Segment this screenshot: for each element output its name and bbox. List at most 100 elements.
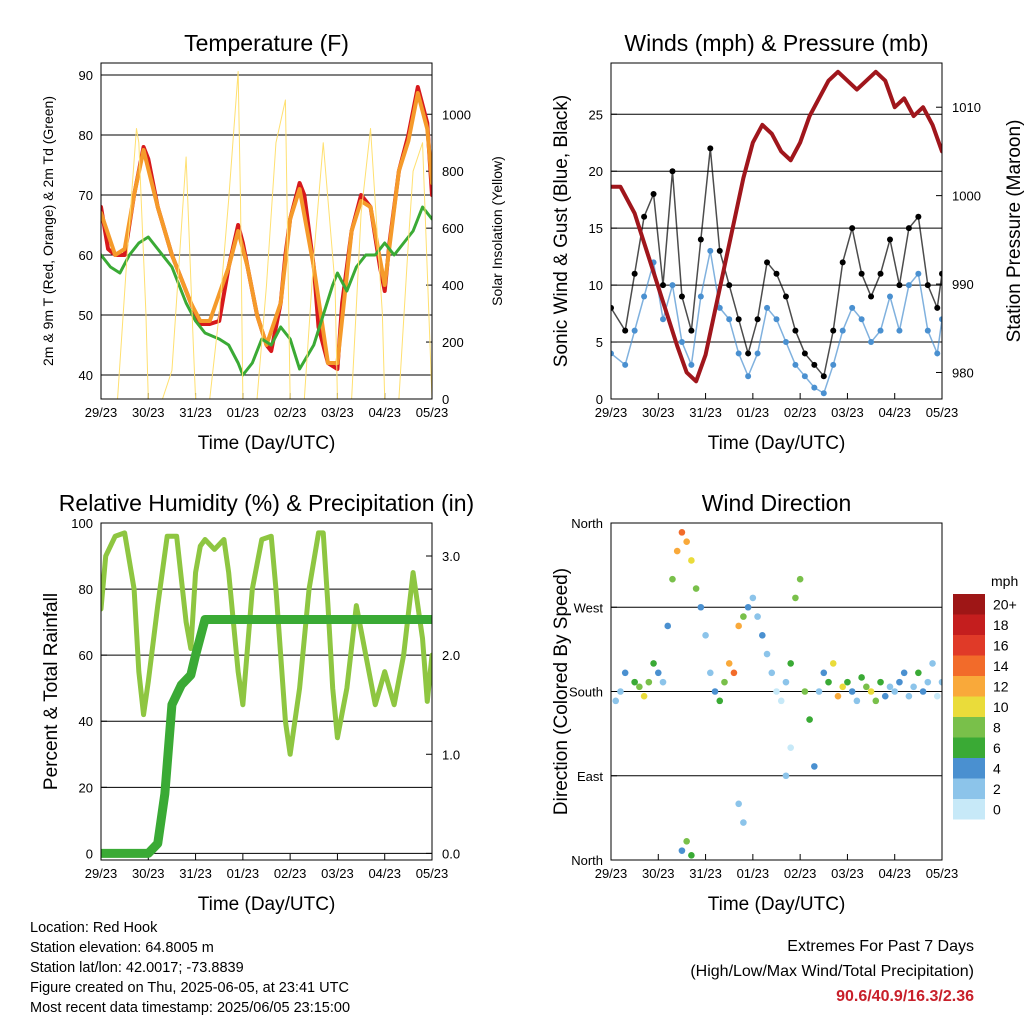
colorbar-cell <box>953 614 985 635</box>
y-tick-label: 70 <box>79 188 93 203</box>
y2-tick-label: 3.0 <box>442 549 460 564</box>
plot-frame <box>610 62 943 400</box>
y2-tick-label: 400 <box>442 278 464 293</box>
direction-point <box>777 697 785 705</box>
station-info: Location: Red Hook Station elevation: 64… <box>30 918 350 1018</box>
winds-chart: Winds (mph) & Pressure (mb) 29/23 30/23 31/… <box>551 30 1024 454</box>
y2-tick-label: 0.0 <box>442 846 460 861</box>
direction-point <box>740 613 747 620</box>
colorbar-label: 8 <box>993 719 1001 735</box>
direction-point <box>773 688 780 695</box>
pressure-line <box>611 69 942 384</box>
x-tick-label: 04/23 <box>878 866 911 881</box>
direction-series <box>612 529 942 859</box>
x-tick-label: 04/23 <box>878 405 911 420</box>
direction-point <box>867 688 875 695</box>
x-tick-label: 01/23 <box>227 405 260 420</box>
colorbar-label: 14 <box>993 658 1009 674</box>
colorbar-label: 12 <box>993 678 1009 694</box>
extremes-values: 90.6/40.9/16.3/2.36 <box>836 988 974 1005</box>
location-text: Location: Red Hook <box>30 920 158 936</box>
y2-axis-label: Solar Insolation (Yellow) <box>489 156 505 306</box>
direction-point <box>640 692 648 700</box>
direction-point <box>688 852 695 859</box>
x-tick-label: 02/23 <box>274 405 307 420</box>
y2-tick-label: 990 <box>952 277 974 292</box>
y-tick-label: 50 <box>79 308 93 323</box>
y-tick-label: 80 <box>79 128 93 143</box>
direction-point <box>787 744 794 751</box>
direction-point <box>678 529 686 536</box>
direction-point <box>796 575 804 583</box>
direction-point <box>654 669 662 677</box>
y2-tick-label: 1.0 <box>442 747 460 762</box>
colorbar-label: 4 <box>993 760 1001 776</box>
y-axis-label: 2m & 9m T (Red, Orange) & 2m Td (Green) <box>40 96 56 366</box>
direction-point <box>697 603 705 611</box>
colorbar-label: 20+ <box>993 596 1017 612</box>
colorbar-cell <box>953 676 985 697</box>
direction-point <box>735 622 742 630</box>
y-tick-label: 5 <box>596 335 603 350</box>
x-tick-label: 03/23 <box>831 866 864 881</box>
direction-point <box>782 772 790 780</box>
direction-point <box>891 688 899 695</box>
x-tick-label: 31/23 <box>179 405 212 420</box>
direction-point <box>886 683 894 691</box>
y-tick-label: 100 <box>71 516 93 531</box>
y2-tick-label: 1000 <box>952 189 981 204</box>
direction-point <box>735 800 742 808</box>
direction-point <box>617 688 624 695</box>
y-tick-label: North <box>571 516 603 531</box>
direction-point <box>692 585 700 592</box>
y-axis-label: Direction (Colored By Speed) <box>551 568 572 815</box>
direction-point <box>673 547 681 555</box>
chart-title: Winds (mph) & Pressure (mb) <box>624 30 928 56</box>
x-tick-label: 29/23 <box>85 405 118 420</box>
y-axis-label: Percent & Total Rainfall <box>41 593 62 790</box>
colorbar-cell <box>953 778 985 799</box>
extremes-subtitle: (High/Low/Max Wind/Total Precipitation) <box>690 963 974 980</box>
winds-series <box>611 69 942 397</box>
y2-tick-label: 600 <box>442 221 464 236</box>
direction-point <box>621 669 629 677</box>
direction-point <box>631 678 638 686</box>
direction-point <box>877 678 884 686</box>
total-rainfall-line <box>101 614 432 858</box>
extremes-title: Extremes For Past 7 Days <box>787 938 974 955</box>
plot-frame <box>100 522 433 861</box>
direction-point <box>863 683 870 691</box>
humidity-series <box>101 530 432 858</box>
colorbar: mph 0 2 4 6 8 10 12 14 16 18 20+ <box>953 573 1018 820</box>
colorbar-cell <box>953 737 985 758</box>
y-tick-label: West <box>574 600 604 615</box>
direction-point <box>815 688 823 695</box>
direction-point <box>730 669 738 677</box>
direction-point <box>683 538 690 546</box>
y2-tick-label: 800 <box>442 164 464 179</box>
chart-title: Wind Direction <box>702 490 852 516</box>
x-axis-label: Time (Day/UTC) <box>708 433 846 454</box>
direction-point <box>721 678 728 686</box>
created-text: Figure created on Thu, 2025-06-05, at 23… <box>30 980 349 996</box>
x-tick-label: 05/23 <box>926 405 959 420</box>
x-tick-label: 31/23 <box>179 866 212 881</box>
y2-tick-label: 980 <box>952 365 974 380</box>
y-tick-label: East <box>577 769 603 784</box>
direction-point <box>853 697 861 705</box>
x-tick-label: 02/23 <box>784 405 817 420</box>
x-tick-label: 30/23 <box>132 405 165 420</box>
direction-point <box>896 678 903 686</box>
latlon-text: Station lat/lon: 42.0017; -73.8839 <box>30 960 244 976</box>
recent-text: Most recent data timestamp: 2025/06/05 2… <box>30 1000 351 1016</box>
colorbar-cell <box>953 758 985 779</box>
x-axis-label: Time (Day/UTC) <box>198 894 336 915</box>
y-tick-label: 90 <box>79 68 93 83</box>
direction-point <box>801 688 809 695</box>
direction-point <box>910 683 917 691</box>
colorbar-label: 0 <box>993 801 1001 817</box>
x-tick-label: 30/23 <box>642 866 675 881</box>
x-tick-label: 30/23 <box>132 866 165 881</box>
direction-point <box>636 683 643 691</box>
